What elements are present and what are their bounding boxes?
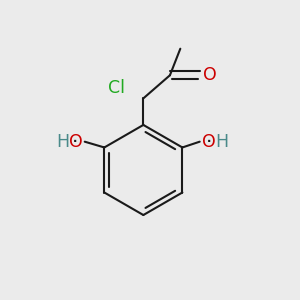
Text: ·: ·: [206, 133, 213, 152]
Text: H: H: [57, 133, 70, 151]
Text: O: O: [69, 133, 83, 151]
Text: ·: ·: [72, 133, 79, 152]
Text: O: O: [203, 66, 217, 84]
Text: Cl: Cl: [108, 79, 125, 97]
Text: O: O: [202, 133, 215, 151]
Text: H: H: [215, 133, 229, 151]
